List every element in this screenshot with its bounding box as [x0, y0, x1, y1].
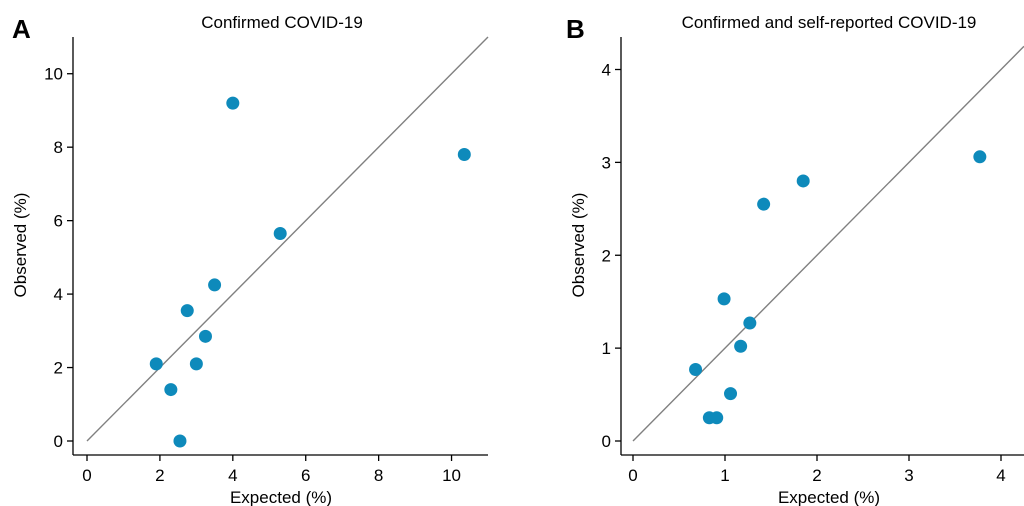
x-tick-label: 0	[82, 466, 91, 485]
chart-title: Confirmed and self-reported COVID-19	[682, 13, 977, 32]
reference-line	[632, 45, 1024, 442]
data-point	[973, 150, 987, 164]
y-tick-label: 2	[602, 246, 611, 265]
data-point	[710, 411, 724, 425]
data-point	[226, 96, 240, 110]
x-tick-label: 6	[301, 466, 310, 485]
x-tick-label: 0	[628, 466, 637, 485]
x-tick-label: 1	[720, 466, 729, 485]
x-tick-label: 3	[904, 466, 913, 485]
y-tick-label: 4	[54, 285, 63, 304]
data-point	[173, 434, 187, 448]
y-tick-label: 4	[602, 61, 611, 80]
y-tick-label: 6	[54, 212, 63, 231]
x-tick-label: 4	[996, 466, 1005, 485]
data-point	[208, 278, 222, 292]
y-axis-label: Observed (%)	[11, 193, 30, 298]
x-tick-label: 10	[442, 466, 461, 485]
data-point	[717, 292, 731, 306]
data-point	[734, 339, 748, 353]
x-tick-label: 8	[374, 466, 383, 485]
y-tick-label: 0	[54, 432, 63, 451]
panel-label: B	[566, 14, 585, 44]
data-point	[198, 329, 212, 343]
data-point	[189, 357, 203, 371]
data-point	[796, 174, 810, 188]
panel-b: B Confirmed and self-reported COVID-19 E…	[566, 13, 1024, 506]
data-point	[164, 383, 178, 397]
y-tick-label: 0	[602, 432, 611, 451]
reference-line	[86, 36, 489, 442]
y-tick-label: 3	[602, 153, 611, 172]
data-point	[273, 226, 287, 240]
x-axis-label: Expected (%)	[778, 488, 880, 506]
x-axis-label: Expected (%)	[230, 488, 332, 506]
y-axis-label: Observed (%)	[569, 193, 588, 298]
data-point	[180, 304, 194, 318]
y-tick-label: 8	[54, 138, 63, 157]
panel-a: A Confirmed COVID-19 Expected (%) Observ…	[11, 13, 489, 506]
panel-label: A	[12, 14, 31, 44]
chart-title: Confirmed COVID-19	[201, 13, 363, 32]
x-tick-label: 2	[155, 466, 164, 485]
x-tick-label: 2	[812, 466, 821, 485]
data-point	[743, 316, 757, 330]
data-point	[149, 357, 163, 371]
y-tick-label: 2	[54, 359, 63, 378]
data-point	[689, 362, 703, 376]
x-tick-label: 4	[228, 466, 237, 485]
y-tick-label: 1	[602, 339, 611, 358]
data-point	[757, 197, 771, 211]
data-point	[457, 148, 471, 162]
data-point	[724, 387, 738, 401]
y-tick-label: 10	[44, 65, 63, 84]
